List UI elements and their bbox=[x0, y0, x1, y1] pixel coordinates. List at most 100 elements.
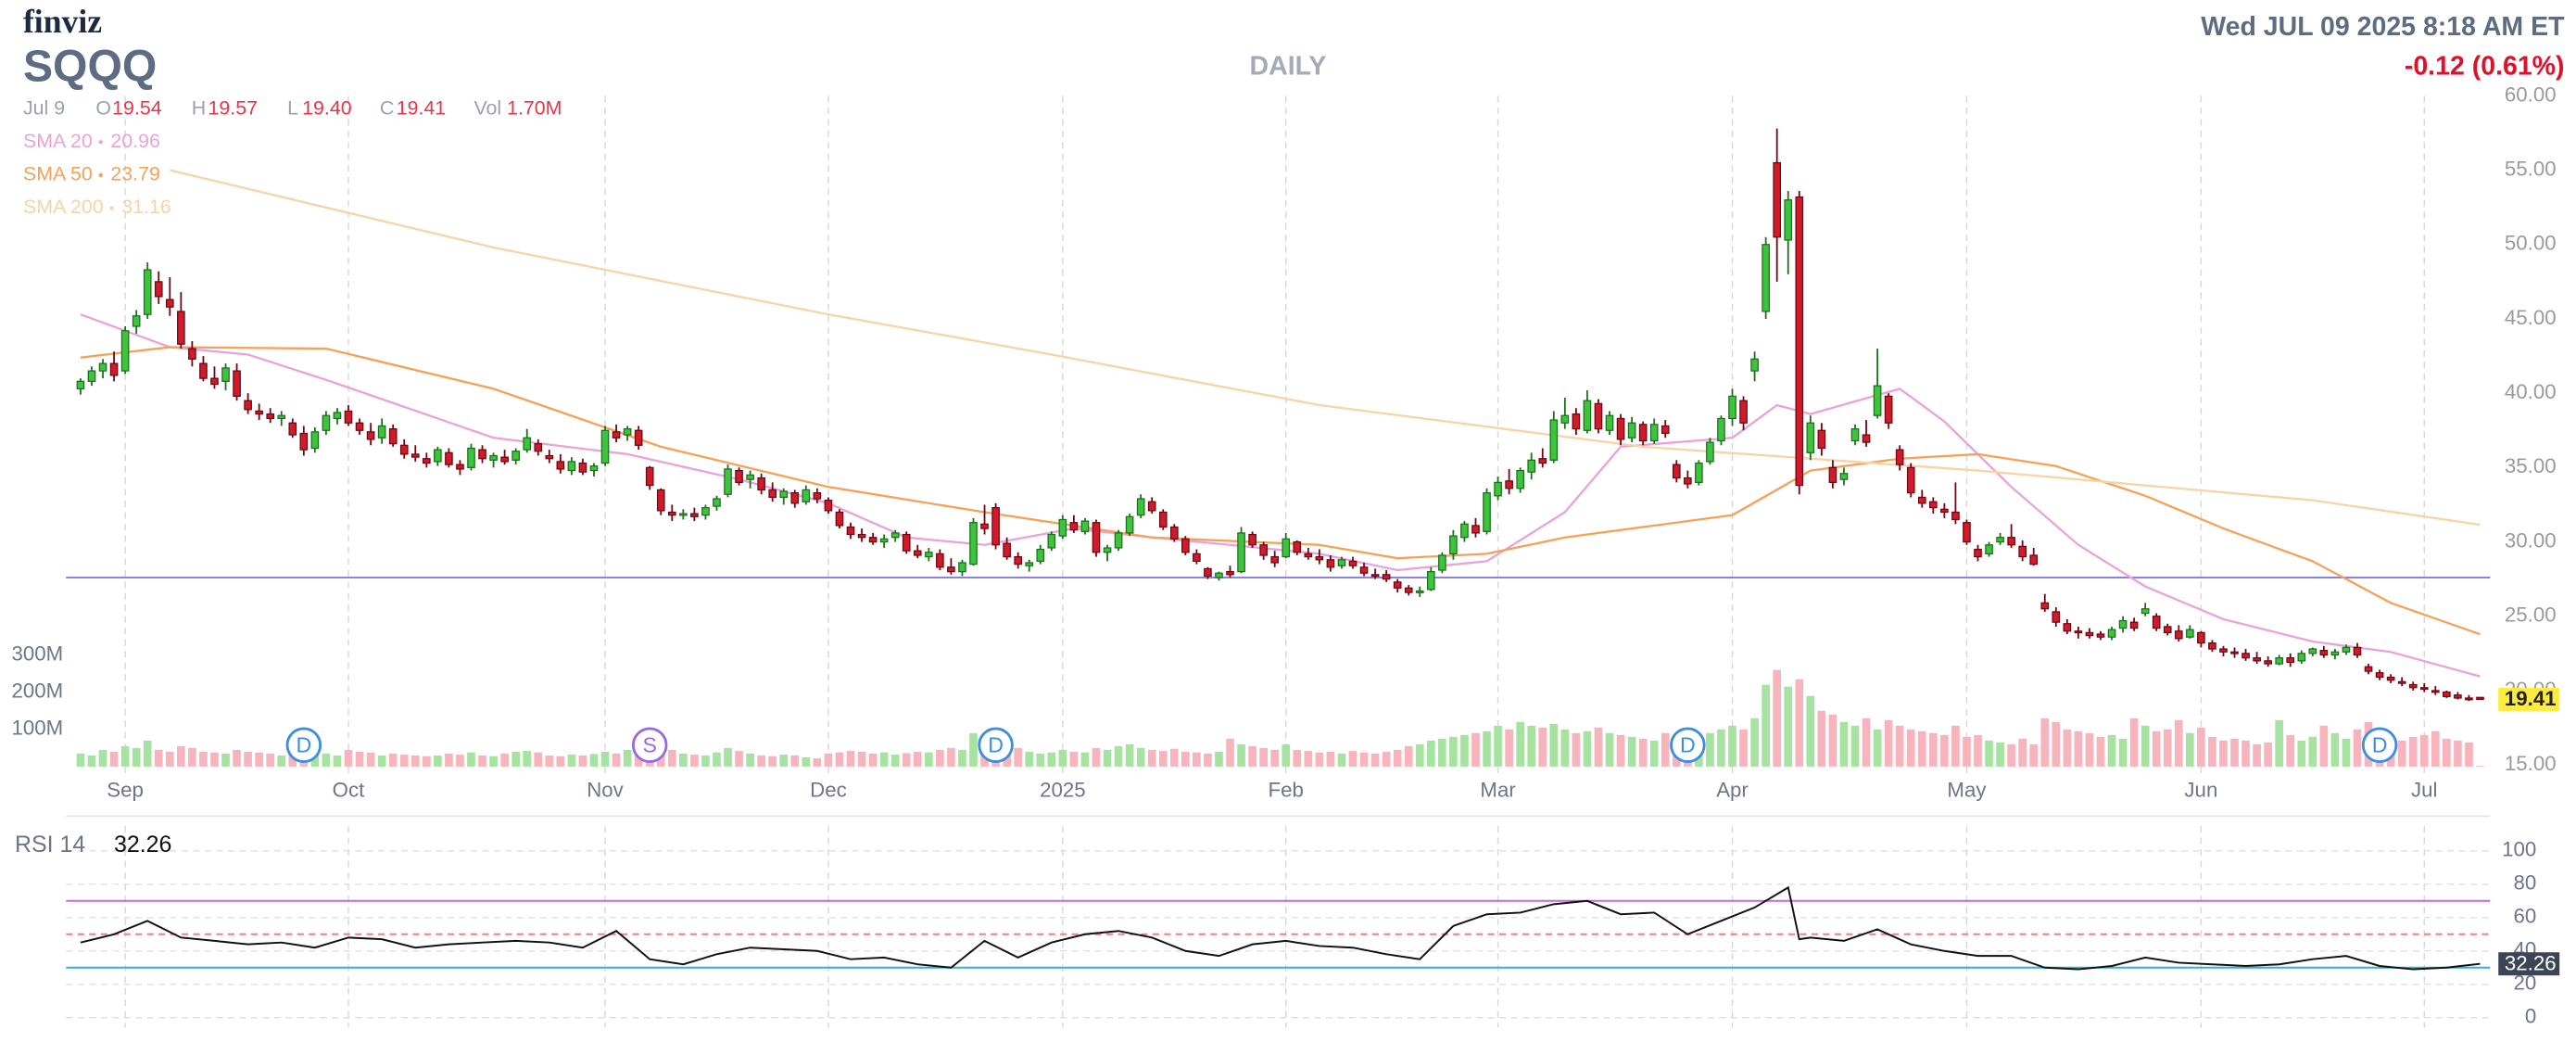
volume-bar bbox=[958, 749, 966, 767]
candle-body bbox=[713, 498, 721, 507]
rsi-last-label: 32.26 bbox=[2505, 951, 2557, 974]
candle-body bbox=[868, 537, 878, 543]
candle-body bbox=[623, 428, 632, 436]
volume-bar bbox=[511, 751, 521, 767]
volume-bar bbox=[1739, 729, 1748, 767]
y2-tick-label: 300M bbox=[11, 642, 63, 666]
candle-body bbox=[478, 449, 486, 460]
candle-body bbox=[1348, 560, 1357, 566]
volume-bar bbox=[735, 751, 743, 767]
volume-bar bbox=[600, 751, 610, 767]
candle-body bbox=[1817, 429, 1826, 450]
volume-bar bbox=[1248, 745, 1256, 767]
volume-bar bbox=[2476, 766, 2484, 768]
candle-body bbox=[1427, 570, 1435, 591]
volume-bar bbox=[1627, 736, 1636, 767]
candle-body bbox=[958, 562, 966, 573]
event-label: D bbox=[296, 733, 311, 757]
candle-body bbox=[489, 454, 498, 461]
candle-body bbox=[410, 453, 420, 458]
volume-bar bbox=[1773, 669, 1782, 767]
candle-body bbox=[1806, 422, 1815, 453]
legend-dot bbox=[109, 206, 114, 210]
volume-bar bbox=[1605, 732, 1614, 767]
volume-bar bbox=[1505, 729, 1513, 767]
volume-bar bbox=[1917, 731, 1926, 767]
candle-body bbox=[2264, 660, 2272, 665]
volume-bar bbox=[790, 755, 800, 767]
volume-bar bbox=[1114, 745, 1123, 767]
candle-body bbox=[1069, 522, 1079, 531]
candle-body bbox=[1438, 554, 1446, 571]
candle-body bbox=[2386, 676, 2395, 681]
candle-body bbox=[523, 437, 532, 451]
candle-body bbox=[701, 507, 710, 516]
candle-body bbox=[1080, 520, 1090, 532]
candle-body bbox=[1706, 441, 1714, 463]
volume-bar bbox=[1103, 749, 1112, 767]
candle-body bbox=[2342, 646, 2351, 653]
candle-body bbox=[1237, 532, 1245, 573]
candle-body bbox=[1304, 553, 1313, 558]
candle-body bbox=[1649, 424, 1659, 442]
candle-body bbox=[913, 550, 922, 556]
event-label: D bbox=[988, 733, 1004, 757]
candle-body bbox=[1862, 434, 1871, 443]
candle-body bbox=[2140, 608, 2150, 615]
volume-bar bbox=[2197, 727, 2205, 767]
volume-bar bbox=[813, 758, 822, 767]
legend-label: SMA 20 bbox=[23, 130, 93, 152]
x-tick-label: Dec bbox=[810, 779, 847, 802]
candle-body bbox=[333, 412, 342, 420]
volume-bar bbox=[2219, 740, 2228, 767]
volume-bar bbox=[589, 754, 599, 767]
volume-bar bbox=[1025, 751, 1034, 767]
volume-bar bbox=[1226, 738, 1234, 767]
volume-bar bbox=[1471, 732, 1480, 767]
candle-body bbox=[1538, 458, 1547, 464]
candle-body bbox=[322, 414, 331, 431]
volume-bar bbox=[1348, 751, 1357, 767]
candle-body bbox=[802, 489, 811, 502]
volume-bar bbox=[1784, 686, 1793, 767]
volume-bar bbox=[344, 749, 353, 767]
volume-bar bbox=[2454, 740, 2462, 767]
candle-body bbox=[1638, 424, 1648, 442]
volume-bar bbox=[76, 753, 85, 767]
event-label: D bbox=[2372, 733, 2388, 757]
volume-bar bbox=[1282, 743, 1291, 767]
candle-body bbox=[399, 444, 409, 455]
volume-bar bbox=[87, 755, 96, 767]
volume-bar bbox=[567, 755, 576, 767]
rsi-line bbox=[80, 885, 2481, 971]
candle-body bbox=[890, 532, 900, 539]
volume-bar bbox=[1963, 736, 1971, 767]
candle-body bbox=[1136, 498, 1145, 516]
candle-body bbox=[2107, 629, 2116, 638]
candle-body bbox=[835, 511, 844, 527]
volume-bar bbox=[2275, 719, 2284, 767]
volume-bar bbox=[377, 755, 386, 767]
legend-label: SMA 200 bbox=[23, 196, 104, 218]
x-tick-label: Oct bbox=[333, 779, 365, 802]
candle-body bbox=[645, 466, 654, 487]
volume-bar bbox=[2074, 731, 2083, 767]
candle-body bbox=[233, 370, 241, 397]
candle-body bbox=[1762, 244, 1770, 312]
candle-body bbox=[1415, 590, 1424, 593]
volume-bar bbox=[2431, 731, 2440, 767]
candle-body bbox=[1058, 518, 1067, 537]
candle-body bbox=[857, 533, 866, 539]
volume-bar bbox=[434, 755, 442, 767]
candle-body bbox=[1616, 417, 1625, 440]
volume-bar bbox=[2208, 736, 2216, 767]
volume-bar bbox=[266, 753, 275, 767]
candle-body bbox=[2052, 611, 2061, 623]
volume-bar bbox=[322, 753, 331, 767]
candle-body bbox=[2197, 631, 2205, 644]
candle-body bbox=[467, 447, 475, 468]
candle-body bbox=[1974, 548, 1982, 558]
volume-bar bbox=[2163, 729, 2172, 767]
volume-bar bbox=[2096, 736, 2105, 767]
